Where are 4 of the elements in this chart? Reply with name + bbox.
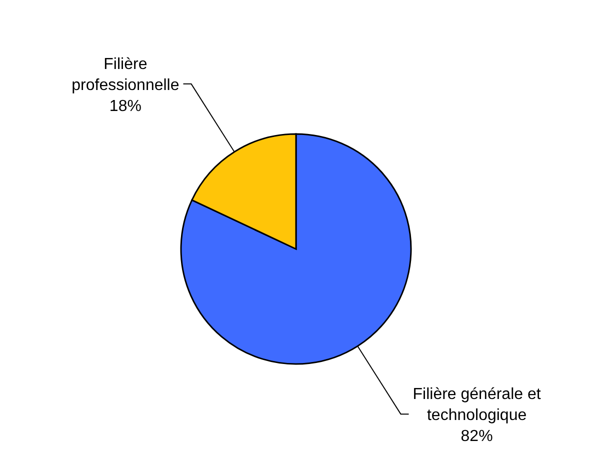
data-label: 82% — [460, 428, 493, 446]
data-label: 18% — [109, 98, 142, 115]
slice-label: Filière professionnelle — [72, 56, 180, 94]
slice-label: Filière générale et technologique — [412, 386, 542, 424]
